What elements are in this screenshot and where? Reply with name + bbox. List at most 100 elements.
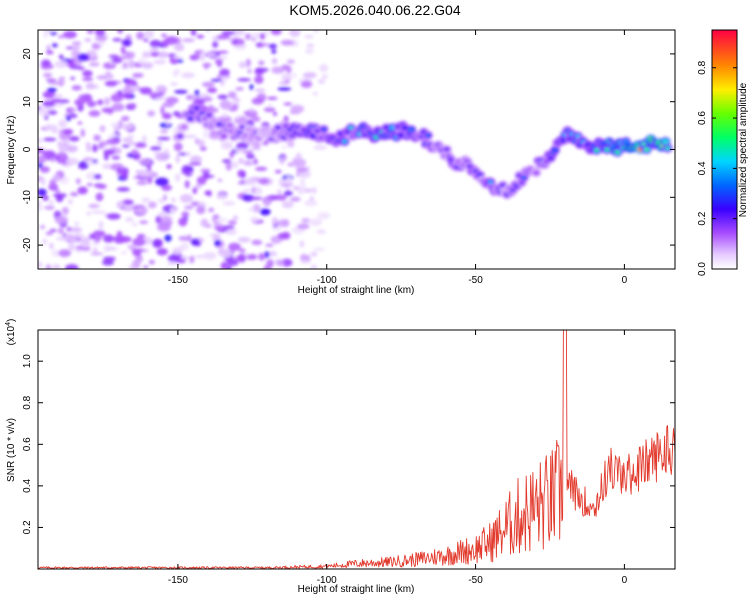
noise-blob [277,87,292,91]
noise-blob [58,249,72,258]
noise-blob [70,191,79,197]
noise-blob [185,151,190,157]
noise-blob [189,255,195,264]
noise-blob [216,34,231,40]
noise-blob [234,148,248,153]
noise-blob [111,155,121,160]
snr-y-tick-label: 1.0 [22,354,33,368]
noise-blob [225,162,232,171]
noise-blob [105,71,111,76]
noise-blob [196,176,207,185]
noise-blob [122,137,133,143]
noise-blob [280,258,293,267]
noise-blob [111,57,123,64]
noise-blob [262,141,269,146]
noise-blob [139,87,153,95]
noise-blob [219,80,226,87]
noise-blob [293,158,307,167]
noise-blob [252,116,261,122]
ridge-core [594,148,599,152]
noise-blob [124,39,131,46]
noise-blob [190,30,197,36]
noise-blob [283,191,293,196]
ridge-body [532,170,540,176]
noise-blob [126,103,137,107]
snr-y-tick-label: 0.8 [22,395,33,409]
noise-blob [247,253,258,260]
noise-blob [96,145,105,149]
noise-blob [108,54,120,59]
spectrogram-x-tick-label: -100 [317,275,337,286]
noise-blob [277,232,290,240]
noise-blob [127,141,138,146]
noise-blob [237,236,251,243]
noise-blob [196,34,205,39]
noise-blob [261,43,269,47]
noise-blob [227,91,237,99]
noise-blob [158,51,169,59]
noise-blob [121,207,135,211]
ridge-core [342,140,347,144]
noise-blob [111,103,125,112]
noise-blob [161,33,167,38]
noise-blob [88,110,101,117]
noise-blob [304,48,314,55]
noise-blob [99,125,106,133]
noise-blob [155,215,162,224]
noise-blob [102,256,116,262]
noise-blob [67,199,74,205]
noise-blob [75,245,84,251]
noise-blob [142,51,151,59]
colorbar: 0.0 0.2 0.4 0.6 0.8 Normalized spectral ampl… [697,29,749,276]
snr-panel: -150 -100 -50 0 0.2 0.4 0.6 0.8 1.0 Height of s… [5,319,676,595]
noise-blob [268,43,277,49]
noise-blob [237,181,243,186]
noise-blob [238,248,246,253]
noise-blob [214,55,229,60]
noise-blob [205,30,211,34]
noise-blob [295,152,302,159]
noise-blob [233,38,238,45]
noise-blob [252,140,261,150]
noise-blob [148,259,155,265]
noise-blob [292,186,300,191]
noise-blob [162,102,175,108]
noise-blob [263,198,271,207]
noise-blob [43,30,48,39]
noise-blob [156,140,163,147]
noise-blob [278,195,286,201]
noise-blob [44,205,55,210]
noise-blob [277,219,289,227]
noise-blob [132,237,146,247]
snr-ylabel: SNR (10 * v/v) [6,418,17,482]
noise-blob [249,216,260,222]
noise-blob [257,252,266,261]
noise-blob [321,73,328,80]
noise-blob [216,217,228,223]
noise-blob [264,251,270,258]
noise-blob [157,136,171,141]
noise-blob [249,196,263,200]
noise-blob [103,149,115,156]
noise-blob [300,253,307,262]
noise-blob [158,198,165,204]
noise-blob [313,247,326,252]
noise-blob [85,82,95,90]
noise-blob [148,92,161,99]
noise-blob [74,98,86,106]
noise-blob [106,213,121,220]
noise-blob [153,59,167,65]
colorbar-tick-label: 0.8 [697,60,708,74]
noise-blob [192,187,198,194]
noise-blob [62,128,74,135]
spectrogram-x-tick-label: -50 [468,275,483,286]
noise-blob [124,217,134,222]
noise-blob [147,110,156,117]
noise-blob [311,187,317,194]
noise-blob [121,124,134,130]
noise-blob [190,155,202,164]
noise-blob [227,220,237,226]
noise-blob [309,196,314,201]
noise-blob [67,242,76,252]
spectrogram-y-tick-label: 0 [22,146,33,152]
